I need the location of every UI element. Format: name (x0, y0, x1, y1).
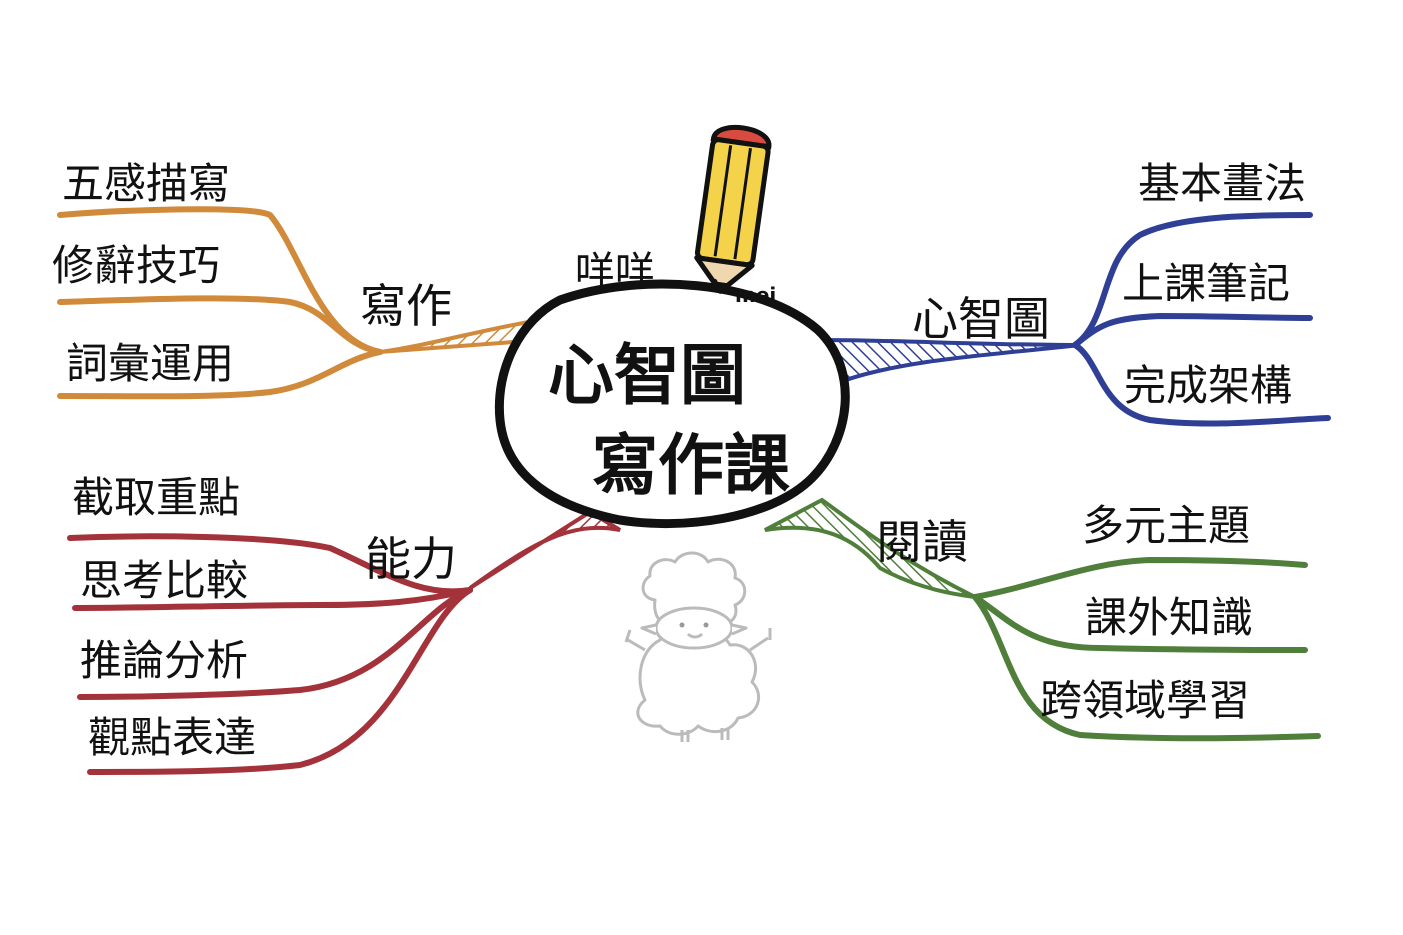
reading-leaf-1: 多元主題 (1082, 501, 1250, 550)
branch-mindmap-trunk (814, 337, 1081, 385)
branch-reading-line-leaf-3 (972, 594, 1321, 742)
writing-leaf-1: 五感描寫 (62, 159, 230, 208)
branch-mindmap-line-leaf-1 (1072, 212, 1313, 348)
ability-leaf-1: 截取重點 (72, 473, 240, 522)
branch-reading-line-leaf-2 (972, 594, 1308, 653)
branch-mindmap-line-leaf-3 (1072, 342, 1331, 427)
branch-writing-line-leaf-2 (57, 295, 383, 355)
tagline-text: 咩咩 (575, 249, 655, 295)
mindmap-leaf-2: 上課筆記 (1122, 259, 1290, 308)
branch-mindmap-label: 心智圖 (912, 292, 1050, 346)
branch-reading: 閱讀 多元主題 課外知識 跨領域學習 (764, 497, 1321, 742)
branch-writing: 寫作 五感描寫 修辭技巧 詞彙運用 (52, 159, 542, 400)
branch-mindmap: 心智圖 基本畫法 上課筆記 完成架構 (814, 159, 1331, 427)
sheep-mascot-icon (624, 551, 772, 742)
central-topic: 心智圖 寫作課 (494, 279, 850, 529)
pencil-icon (694, 124, 772, 294)
branch-mindmap-line-leaf-2 (1072, 312, 1313, 348)
writing-leaf-3: 詞彙運用 (66, 339, 234, 388)
branch-reading-line-leaf-1 (972, 556, 1308, 600)
branch-ability-label: 能力 (365, 532, 457, 586)
ability-leaf-3: 推論分析 (80, 636, 248, 685)
branch-writing-line-leaf-1 (57, 206, 383, 355)
central-title-line-1: 心智圖 (548, 337, 746, 414)
branch-ability-trunk (468, 509, 622, 590)
branch-writing-label: 寫作 (360, 279, 452, 333)
branch-reading-trunk (764, 497, 976, 599)
central-title-line-2: 寫作課 (592, 427, 790, 504)
reading-leaf-3: 跨領域學習 (1040, 676, 1250, 725)
mindmap-leaf-3: 完成架構 (1124, 361, 1292, 410)
branch-reading-label: 閱讀 (876, 515, 968, 569)
ability-leaf-2: 思考比較 (80, 556, 248, 605)
branch-ability-line-leaf-2 (72, 587, 473, 611)
branch-writing-line-leaf-3 (57, 349, 383, 400)
signature-text: mei (735, 283, 776, 307)
reading-leaf-2: 課外知識 (1085, 593, 1253, 642)
branch-ability-line-leaf-3 (77, 587, 473, 700)
pencil-connector (711, 278, 718, 291)
central-bubble (494, 279, 850, 529)
ability-leaf-4: 觀點表達 (88, 713, 256, 762)
branch-ability-line-leaf-4 (87, 587, 473, 775)
mindmap-leaf-1: 基本畫法 (1138, 159, 1306, 208)
branch-ability: 能力 截取重點 思考比較 推論分析 觀點表達 (67, 473, 622, 775)
writing-leaf-2: 修辭技巧 (52, 241, 220, 290)
branch-ability-line-leaf-1 (67, 533, 473, 595)
